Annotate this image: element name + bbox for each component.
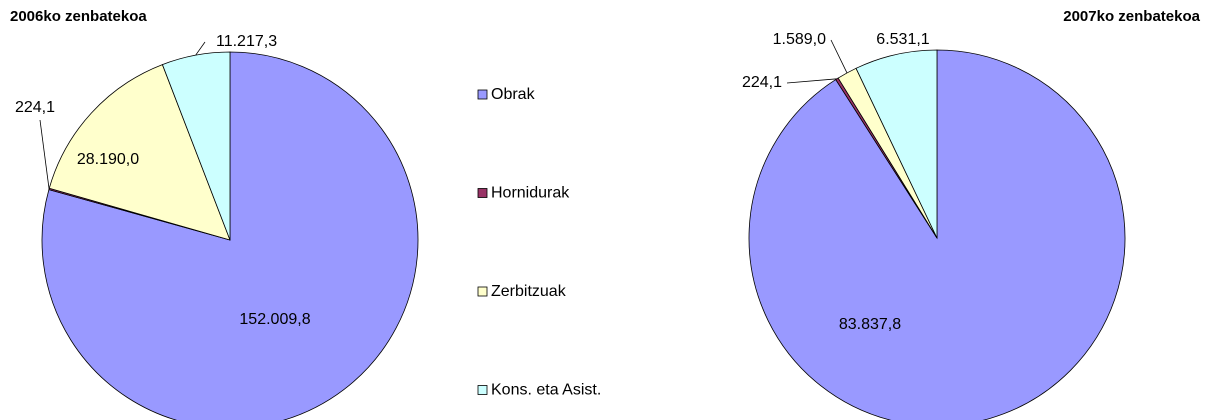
leader-line bbox=[830, 39, 848, 74]
legend-label: Kons. eta Asist. bbox=[491, 382, 601, 399]
data-label: 11.217,3 bbox=[216, 33, 277, 50]
legend-swatch bbox=[477, 385, 488, 395]
legend-label: Zerbitzuak bbox=[491, 283, 567, 300]
data-label: 28.190,0 bbox=[77, 151, 139, 168]
legend-swatch bbox=[477, 89, 488, 100]
pie-slice bbox=[855, 49, 938, 239]
pie-slice bbox=[161, 51, 231, 241]
chart-title: 2006ko zenbatekoa bbox=[10, 8, 147, 25]
legend-swatch bbox=[477, 286, 488, 297]
legend-swatch bbox=[477, 188, 488, 198]
data-label: 224,1 bbox=[742, 74, 782, 91]
legend-label: Hornidurak bbox=[491, 185, 570, 202]
data-label: 6.531,1 bbox=[876, 31, 929, 48]
legend-label: Obrak bbox=[491, 86, 536, 103]
leader-line bbox=[195, 41, 206, 56]
data-label: 1.589,0 bbox=[773, 31, 826, 48]
data-label: 83.837,8 bbox=[839, 316, 901, 333]
data-label: 224,1 bbox=[15, 99, 55, 116]
leader-line bbox=[39, 119, 50, 189]
leader-line bbox=[786, 78, 837, 84]
data-label: 152.009,8 bbox=[239, 311, 310, 328]
pie-slice bbox=[48, 64, 231, 241]
chart-title: 2007ko zenbatekoa bbox=[1063, 8, 1200, 25]
